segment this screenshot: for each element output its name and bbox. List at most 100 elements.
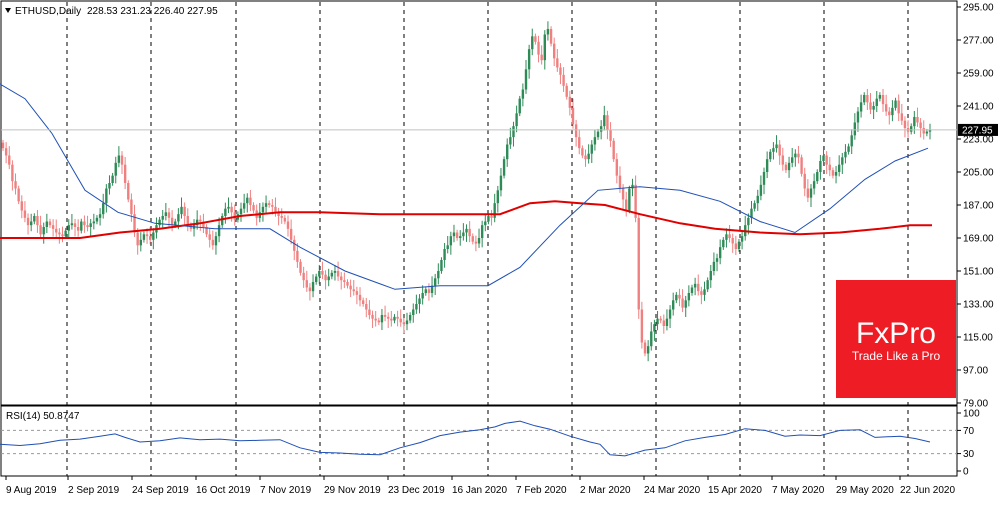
candle-body <box>753 203 756 209</box>
candle-body <box>221 216 224 226</box>
candle-body <box>170 217 174 226</box>
candle-body <box>120 155 124 165</box>
candle-body <box>734 243 738 249</box>
candle-body <box>477 238 481 244</box>
candle-body <box>415 304 418 310</box>
candle-body <box>70 223 74 226</box>
candle-body <box>559 67 562 75</box>
candle-body <box>396 316 399 319</box>
candle-body <box>455 232 459 238</box>
candle-body <box>700 291 703 295</box>
candle-body <box>333 271 337 273</box>
logo-background <box>836 280 956 398</box>
candle-body <box>164 212 168 216</box>
candle-body <box>668 309 672 319</box>
candle-body <box>910 126 913 132</box>
candle-body <box>327 276 330 281</box>
candle-body <box>894 100 897 108</box>
candle-body <box>86 225 89 227</box>
price-label: 115.00 <box>963 333 993 344</box>
candle-body <box>23 210 27 218</box>
candle-body <box>537 41 540 55</box>
candle-body <box>314 276 318 282</box>
last-price-box <box>958 123 998 136</box>
candle-body <box>45 221 49 227</box>
candle-body <box>888 111 891 116</box>
candle-body <box>487 216 490 222</box>
candle-body <box>562 74 565 86</box>
candle-body <box>493 203 496 218</box>
candle-body <box>722 239 725 248</box>
candle-body <box>402 322 406 325</box>
candle-body <box>925 131 929 134</box>
candle-body <box>634 184 637 218</box>
candle-body <box>102 203 105 215</box>
candle-body <box>484 221 487 226</box>
candle-body <box>612 140 615 160</box>
candle-body <box>822 155 825 161</box>
date-label: 16 Jan 2020 <box>452 485 507 496</box>
candle-body <box>26 217 30 226</box>
candle-body <box>73 223 77 227</box>
candle-body <box>211 239 215 246</box>
rsi-line <box>0 420 931 457</box>
candle-body <box>756 195 759 204</box>
candle-body <box>330 272 334 277</box>
candle-body <box>853 122 857 136</box>
candle-body <box>293 239 296 251</box>
candle-body <box>368 309 371 315</box>
candle-body <box>321 271 324 275</box>
price-label: 187.00 <box>963 201 994 212</box>
candle-body <box>518 98 521 114</box>
candle-body <box>274 206 277 213</box>
symbol-label: ETHUSD,Daily <box>15 6 81 17</box>
candle-body <box>371 315 374 319</box>
candle-body <box>800 157 803 174</box>
price-label: 205.00 <box>963 168 994 179</box>
candle-body <box>534 36 537 42</box>
candle-body <box>239 208 243 215</box>
price-label: 151.00 <box>963 267 994 278</box>
candle-body <box>374 318 377 321</box>
candle-body <box>358 294 362 301</box>
candle-body <box>286 221 290 229</box>
candle-body <box>427 289 431 293</box>
collapse-triangle-icon[interactable] <box>5 8 11 13</box>
candle-body <box>856 111 860 123</box>
candle-body <box>747 217 750 226</box>
candle-body <box>731 238 734 244</box>
candle-body <box>556 58 559 68</box>
candle-body <box>916 117 919 123</box>
candle-body <box>671 300 675 310</box>
candle-body <box>715 258 719 262</box>
candle-body <box>299 261 302 273</box>
candle-body <box>765 159 769 172</box>
candle-body <box>11 164 14 182</box>
candle-body <box>643 342 647 354</box>
price-label: 295.00 <box>963 3 994 14</box>
candle-body <box>202 221 205 227</box>
candle-body <box>177 214 180 222</box>
candle-body <box>311 282 315 292</box>
candle-body <box>687 293 691 301</box>
candle-body <box>139 239 142 246</box>
candle-body <box>452 232 456 237</box>
date-axis: 9 Aug 2019 2 Sep 2019 24 Sep 2019 16 Oct 20… <box>5 476 955 496</box>
candle-body <box>214 236 218 246</box>
candle-body <box>919 122 922 128</box>
rsi-layer <box>0 420 931 457</box>
ma-slow-line <box>0 200 932 239</box>
candle-body <box>646 346 650 354</box>
candle-body <box>628 188 631 211</box>
candle-body <box>678 294 681 299</box>
rsi-tick-label: 100 <box>963 409 980 420</box>
candle-body <box>465 228 468 233</box>
candle-body <box>408 315 412 321</box>
ma-fast-layer <box>0 83 929 290</box>
candle-body <box>67 225 70 231</box>
candle-body <box>850 135 853 147</box>
candle-body <box>675 294 678 301</box>
ma-slow-layer <box>0 200 932 239</box>
candle-body <box>29 221 33 226</box>
